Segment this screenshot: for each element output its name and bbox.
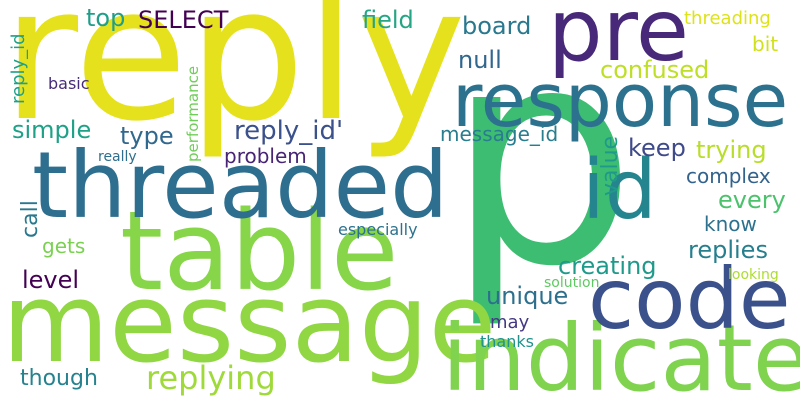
word-especially: especially — [338, 220, 418, 239]
word-pre: pre — [548, 0, 689, 81]
word-response: response — [452, 58, 789, 144]
word-replies: replies — [688, 236, 768, 264]
word-unique: unique — [486, 282, 569, 310]
word-null: null — [458, 46, 502, 74]
word-may: may — [490, 312, 530, 333]
word-reply-id-vertical: reply_id — [8, 33, 29, 104]
word-solution: solution — [544, 275, 600, 291]
word-threading: threading — [684, 8, 771, 29]
word-message-id: message_id — [440, 122, 559, 146]
word-replying: replying — [146, 359, 276, 397]
word-threaded: threaded — [32, 132, 449, 239]
word-keep: keep — [628, 134, 686, 162]
word-top: top — [86, 4, 126, 32]
word-every: every — [718, 186, 786, 214]
word-message: message — [2, 259, 497, 387]
word-gets: gets — [42, 234, 86, 258]
word-select: SELECT — [138, 6, 229, 34]
word-id: id — [582, 143, 657, 238]
word-creating: creating — [558, 252, 657, 280]
word-indicate: indicate — [442, 305, 800, 400]
word-know: know — [704, 212, 757, 236]
word-performance: performance — [184, 65, 202, 162]
word-trying: trying — [696, 136, 767, 164]
word-code: code — [588, 250, 791, 348]
word-field: field — [362, 6, 414, 34]
word-table: table — [120, 187, 399, 315]
word-p: p — [446, 0, 637, 332]
word-complex: complex — [686, 164, 771, 188]
word-value: value — [598, 135, 623, 196]
word-type: type — [120, 122, 174, 150]
word-reply: reply — [2, 0, 467, 162]
word-call: call — [18, 200, 43, 238]
word-simple: simple — [12, 116, 92, 144]
word-basic: basic — [48, 74, 90, 93]
word-really: really — [98, 149, 137, 165]
word-looking: looking — [728, 267, 779, 283]
word-though: though — [20, 366, 98, 391]
word-board: board — [462, 12, 532, 40]
word-confused: confused — [600, 56, 710, 84]
word-bit: bit — [752, 32, 779, 56]
word-problem: problem — [224, 144, 307, 168]
word-level: level — [22, 266, 80, 294]
word-thanks: thanks — [480, 332, 534, 351]
word-reply-id-quote: reply_id' — [234, 116, 344, 146]
